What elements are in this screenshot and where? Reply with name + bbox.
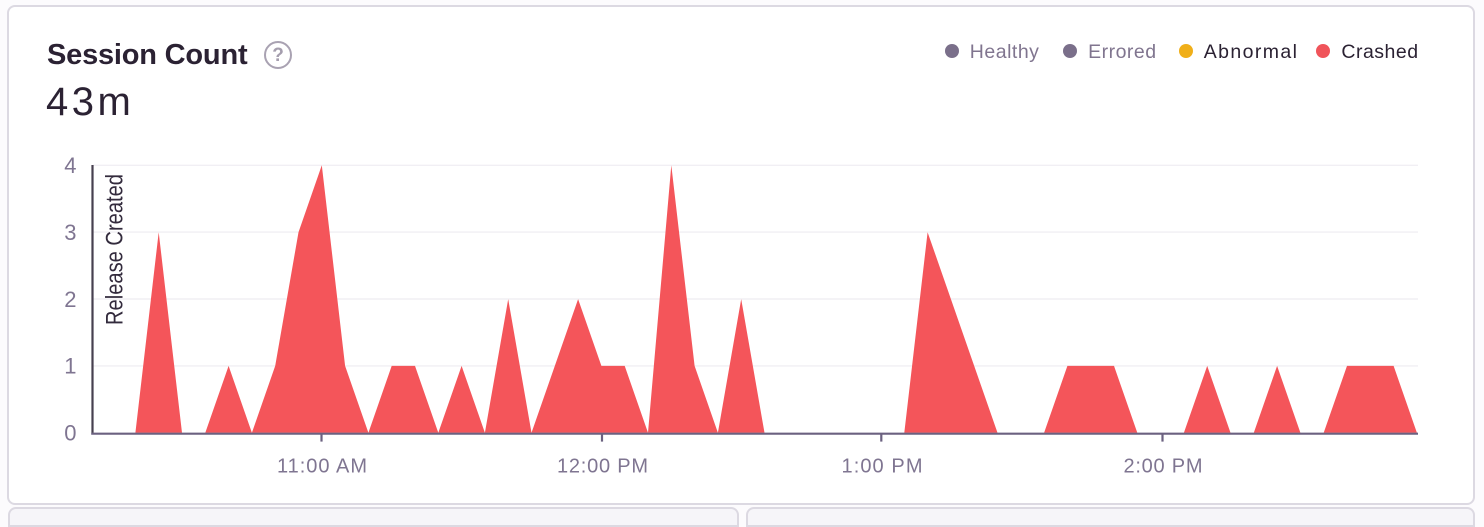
svg-text:3: 3 (64, 220, 76, 245)
svg-text:1: 1 (64, 354, 76, 379)
svg-text:1:00 PM: 1:00 PM (842, 456, 923, 478)
svg-text:2:00 PM: 2:00 PM (1124, 456, 1203, 478)
svg-text:2: 2 (64, 287, 76, 312)
svg-text:4: 4 (64, 153, 76, 178)
svg-text:12:00 PM: 12:00 PM (557, 456, 648, 478)
svg-text:11:00 AM: 11:00 AM (277, 456, 367, 478)
svg-text:Release Created: Release Created (101, 174, 128, 325)
svg-text:0: 0 (64, 420, 76, 445)
